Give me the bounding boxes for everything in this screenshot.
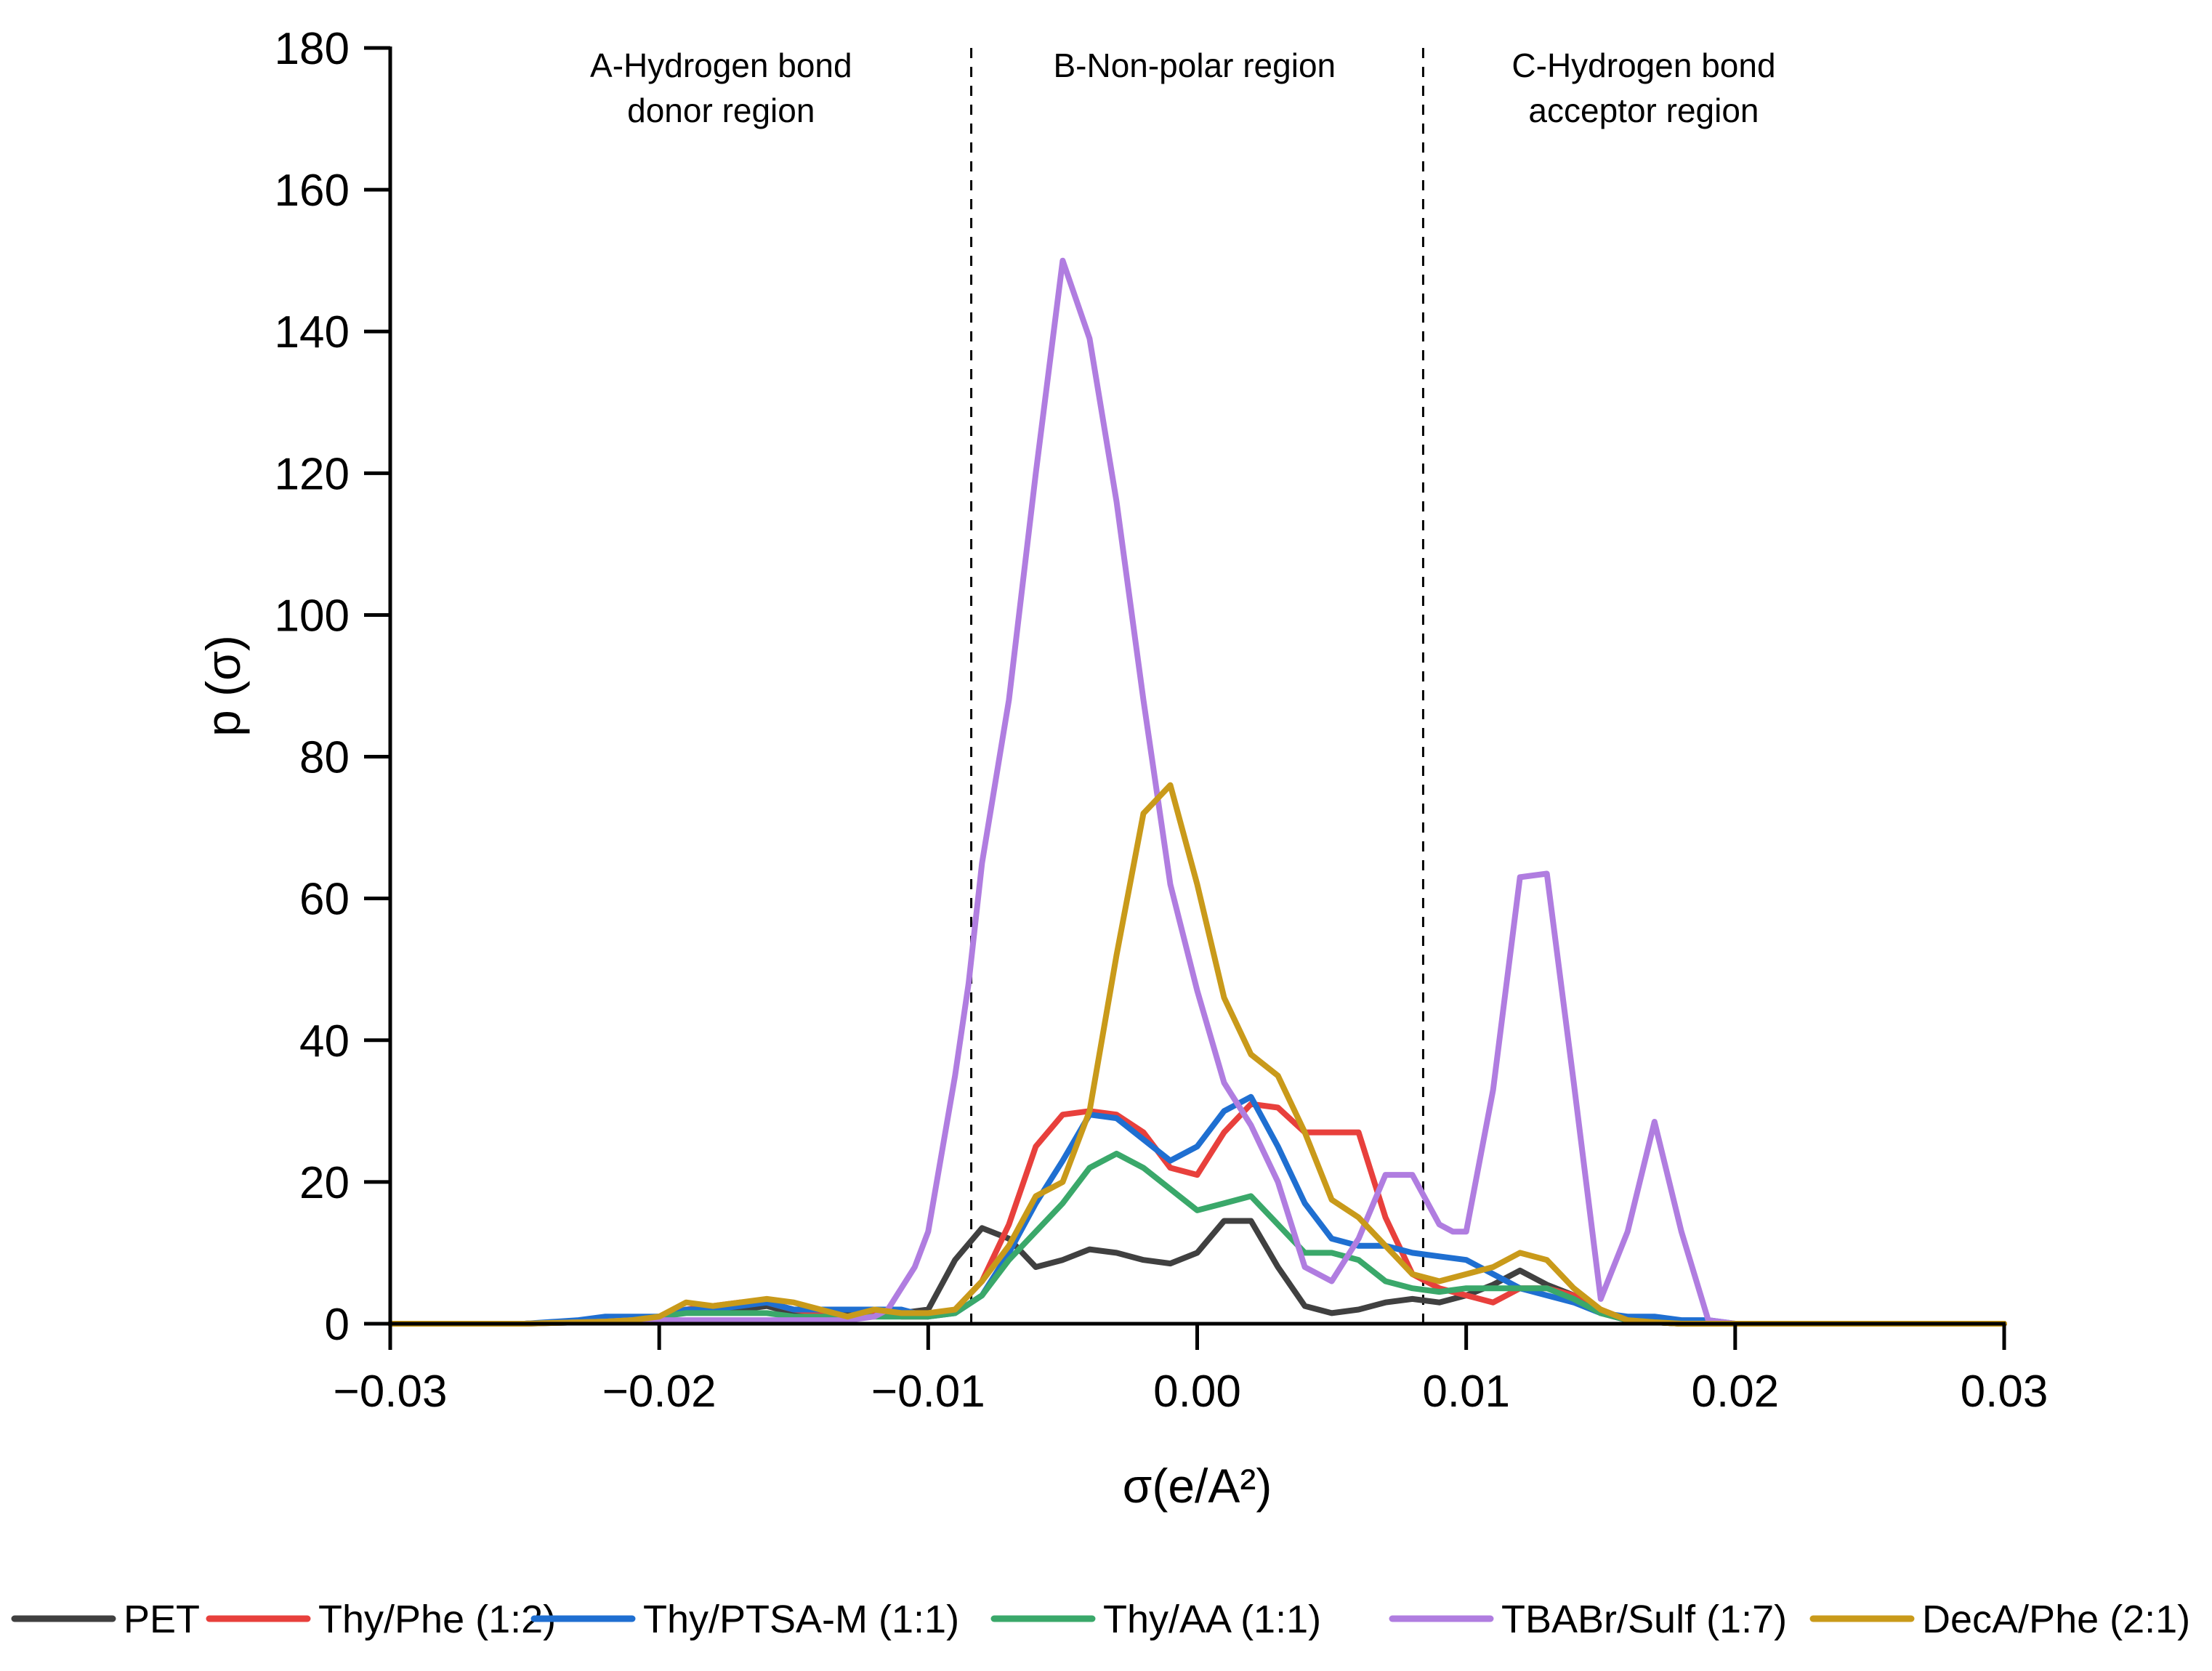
region-label: donor region bbox=[627, 92, 815, 129]
y-tick-label: 180 bbox=[275, 24, 350, 74]
region-label: B-Non-polar region bbox=[1053, 46, 1336, 84]
y-ticks: 0 20 40 60 80 100 120 140 160 180 bbox=[275, 24, 390, 1350]
region-label: C-Hydrogen bond bbox=[1511, 46, 1775, 84]
x-axis-title: σ(e/A²) bbox=[1123, 1459, 1272, 1513]
region-labels: A-Hydrogen bond donor region B-Non-polar r… bbox=[590, 46, 1776, 129]
y-axis-title: p (σ) bbox=[196, 635, 250, 737]
series-line-1 bbox=[387, 1101, 2007, 1327]
legend-label: PET bbox=[124, 1598, 200, 1641]
axes bbox=[388, 46, 2006, 1326]
x-tick-label: 0.02 bbox=[1691, 1367, 1779, 1417]
series-line-4 bbox=[387, 257, 2007, 1327]
x-tick-label: 0.01 bbox=[1422, 1367, 1510, 1417]
x-tick-label: 0.00 bbox=[1153, 1367, 1241, 1417]
y-tick-label: 20 bbox=[299, 1158, 350, 1208]
y-tick-label: 40 bbox=[299, 1016, 350, 1067]
y-tick-label: 120 bbox=[275, 449, 350, 499]
legend: PET Thy/Phe (1:2) Thy/PTSA-M (1:1) Thy/AA (… bbox=[11, 1598, 2190, 1641]
y-tick-label: 160 bbox=[275, 166, 350, 216]
x-ticks: −0.03 −0.02 −0.01 0.00 0.01 0.02 0.03 bbox=[334, 1324, 2048, 1417]
series-line-0 bbox=[387, 1218, 2007, 1327]
y-tick-label: 80 bbox=[299, 733, 350, 783]
series-line-5 bbox=[387, 782, 2007, 1327]
x-tick-label: −0.01 bbox=[871, 1367, 985, 1417]
legend-label: TBABr/Sulf (1:7) bbox=[1501, 1598, 1787, 1641]
series-lines bbox=[387, 257, 2007, 1327]
region-dividers bbox=[970, 48, 1424, 1324]
series-line-2 bbox=[387, 1093, 2007, 1327]
legend-label: Thy/Phe (1:2) bbox=[318, 1598, 556, 1641]
legend-label: DecA/Phe (2:1) bbox=[1922, 1598, 2190, 1641]
y-tick-label: 60 bbox=[299, 875, 350, 925]
y-tick-label: 140 bbox=[275, 307, 350, 357]
y-tick-label: 0 bbox=[325, 1300, 350, 1350]
x-tick-label: −0.03 bbox=[334, 1367, 448, 1417]
region-label: acceptor region bbox=[1528, 92, 1759, 129]
series-line-3 bbox=[387, 1150, 2007, 1327]
legend-label: Thy/AA (1:1) bbox=[1103, 1598, 1321, 1641]
x-tick-label: 0.03 bbox=[1961, 1367, 2048, 1417]
legend-label: Thy/PTSA-M (1:1) bbox=[643, 1598, 959, 1641]
x-tick-label: −0.02 bbox=[602, 1367, 717, 1417]
y-tick-label: 100 bbox=[275, 591, 350, 641]
region-label: A-Hydrogen bond bbox=[590, 46, 852, 84]
